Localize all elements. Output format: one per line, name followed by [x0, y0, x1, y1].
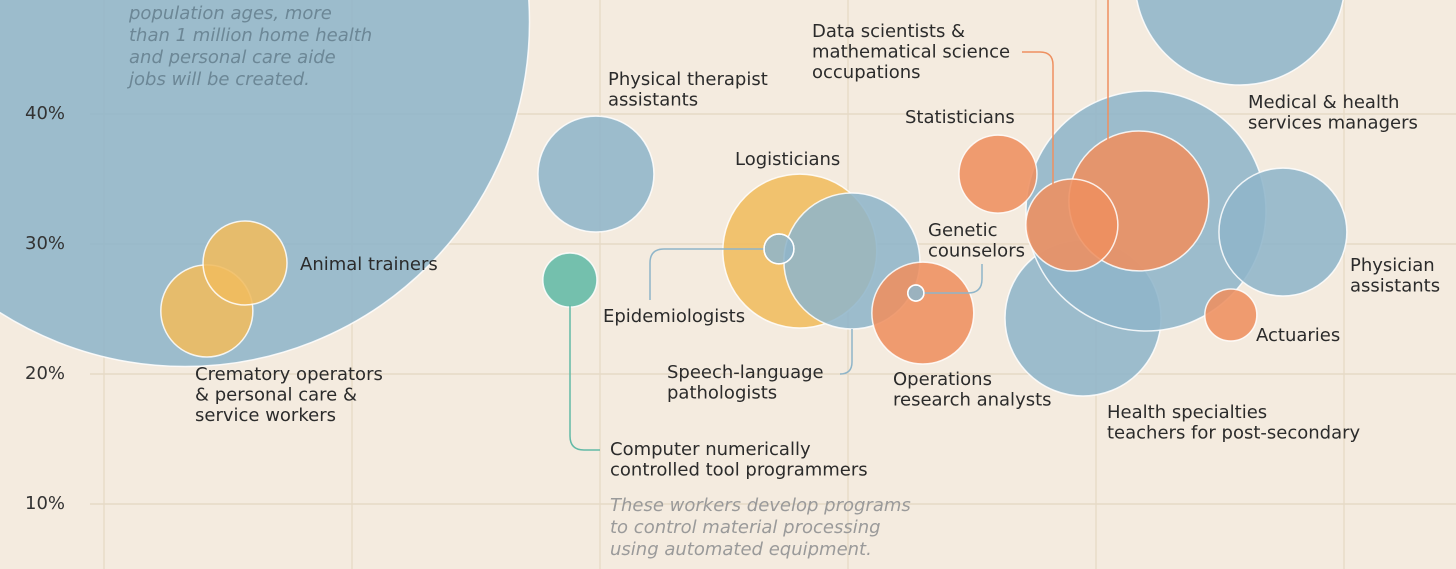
y-tick-label: 30%	[25, 233, 65, 254]
annotation: These workers develop programs	[610, 495, 911, 516]
annotation: jobs will be created.	[126, 69, 310, 90]
y-tick-label: 10%	[25, 493, 65, 514]
bubble	[1204, 288, 1258, 342]
bubble	[1025, 178, 1119, 272]
leader-line	[1022, 51, 1054, 185]
bubble-label: & personal care &	[195, 385, 357, 406]
bubble-ring	[763, 233, 795, 265]
bubble-label: Data scientists &	[812, 21, 965, 42]
bubble-label: occupations	[812, 62, 921, 83]
bubble-label: teachers for post-secondary	[1107, 423, 1361, 444]
annotation: than 1 million home health	[129, 25, 372, 46]
bubble	[542, 252, 598, 308]
bubble	[537, 115, 655, 233]
leader-line	[924, 264, 983, 294]
bubble-label: Statisticians	[905, 107, 1015, 128]
y-tick-label: 20%	[25, 363, 65, 384]
leader-line	[839, 329, 853, 375]
bubble-label: Speech-language	[667, 362, 824, 383]
bubble-label: Genetic	[928, 220, 997, 241]
annotation: population ages, more	[128, 3, 332, 24]
bubble-label: Actuaries	[1256, 325, 1340, 346]
annotation: using automated equipment.	[610, 539, 872, 560]
bubble-label: Animal trainers	[300, 254, 438, 275]
bubble-label: Logisticians	[735, 149, 840, 170]
bubble-label: assistants	[608, 90, 698, 111]
annotation: to control material processing	[610, 517, 881, 538]
bubble-label: Physical therapist	[608, 69, 768, 90]
bubble-label: Epidemiologists	[603, 306, 745, 327]
bubble-label: mathematical science	[812, 42, 1010, 63]
bubble-label: Medical & health	[1248, 92, 1399, 113]
bubble-label: counselors	[928, 241, 1025, 262]
bubble-label: Health specialties	[1107, 402, 1267, 423]
y-tick-label: 40%	[25, 103, 65, 124]
bubble-ring	[907, 284, 925, 302]
bubble-label: service workers	[195, 405, 336, 426]
bubble-label: pathologists	[667, 383, 777, 404]
bubble-label: Computer numerically	[610, 439, 811, 460]
annotation: and personal care aide	[129, 47, 336, 68]
leader-line	[569, 305, 600, 451]
bubble-label: Crematory operators	[195, 364, 383, 385]
leader-line	[649, 248, 764, 300]
bubble	[958, 134, 1038, 214]
bubble-label: research analysts	[893, 390, 1052, 411]
bubble-label: assistants	[1350, 276, 1440, 297]
bubble	[0, 0, 531, 368]
bubble	[202, 220, 288, 306]
bubble	[871, 261, 975, 365]
bubble	[1136, 0, 1344, 86]
bubble	[1218, 167, 1348, 297]
bubble-label: services managers	[1248, 113, 1418, 134]
bubble-label: Physician	[1350, 255, 1435, 276]
bubble-label: Operations	[893, 369, 992, 390]
bubble-label: controlled tool programmers	[610, 460, 868, 481]
